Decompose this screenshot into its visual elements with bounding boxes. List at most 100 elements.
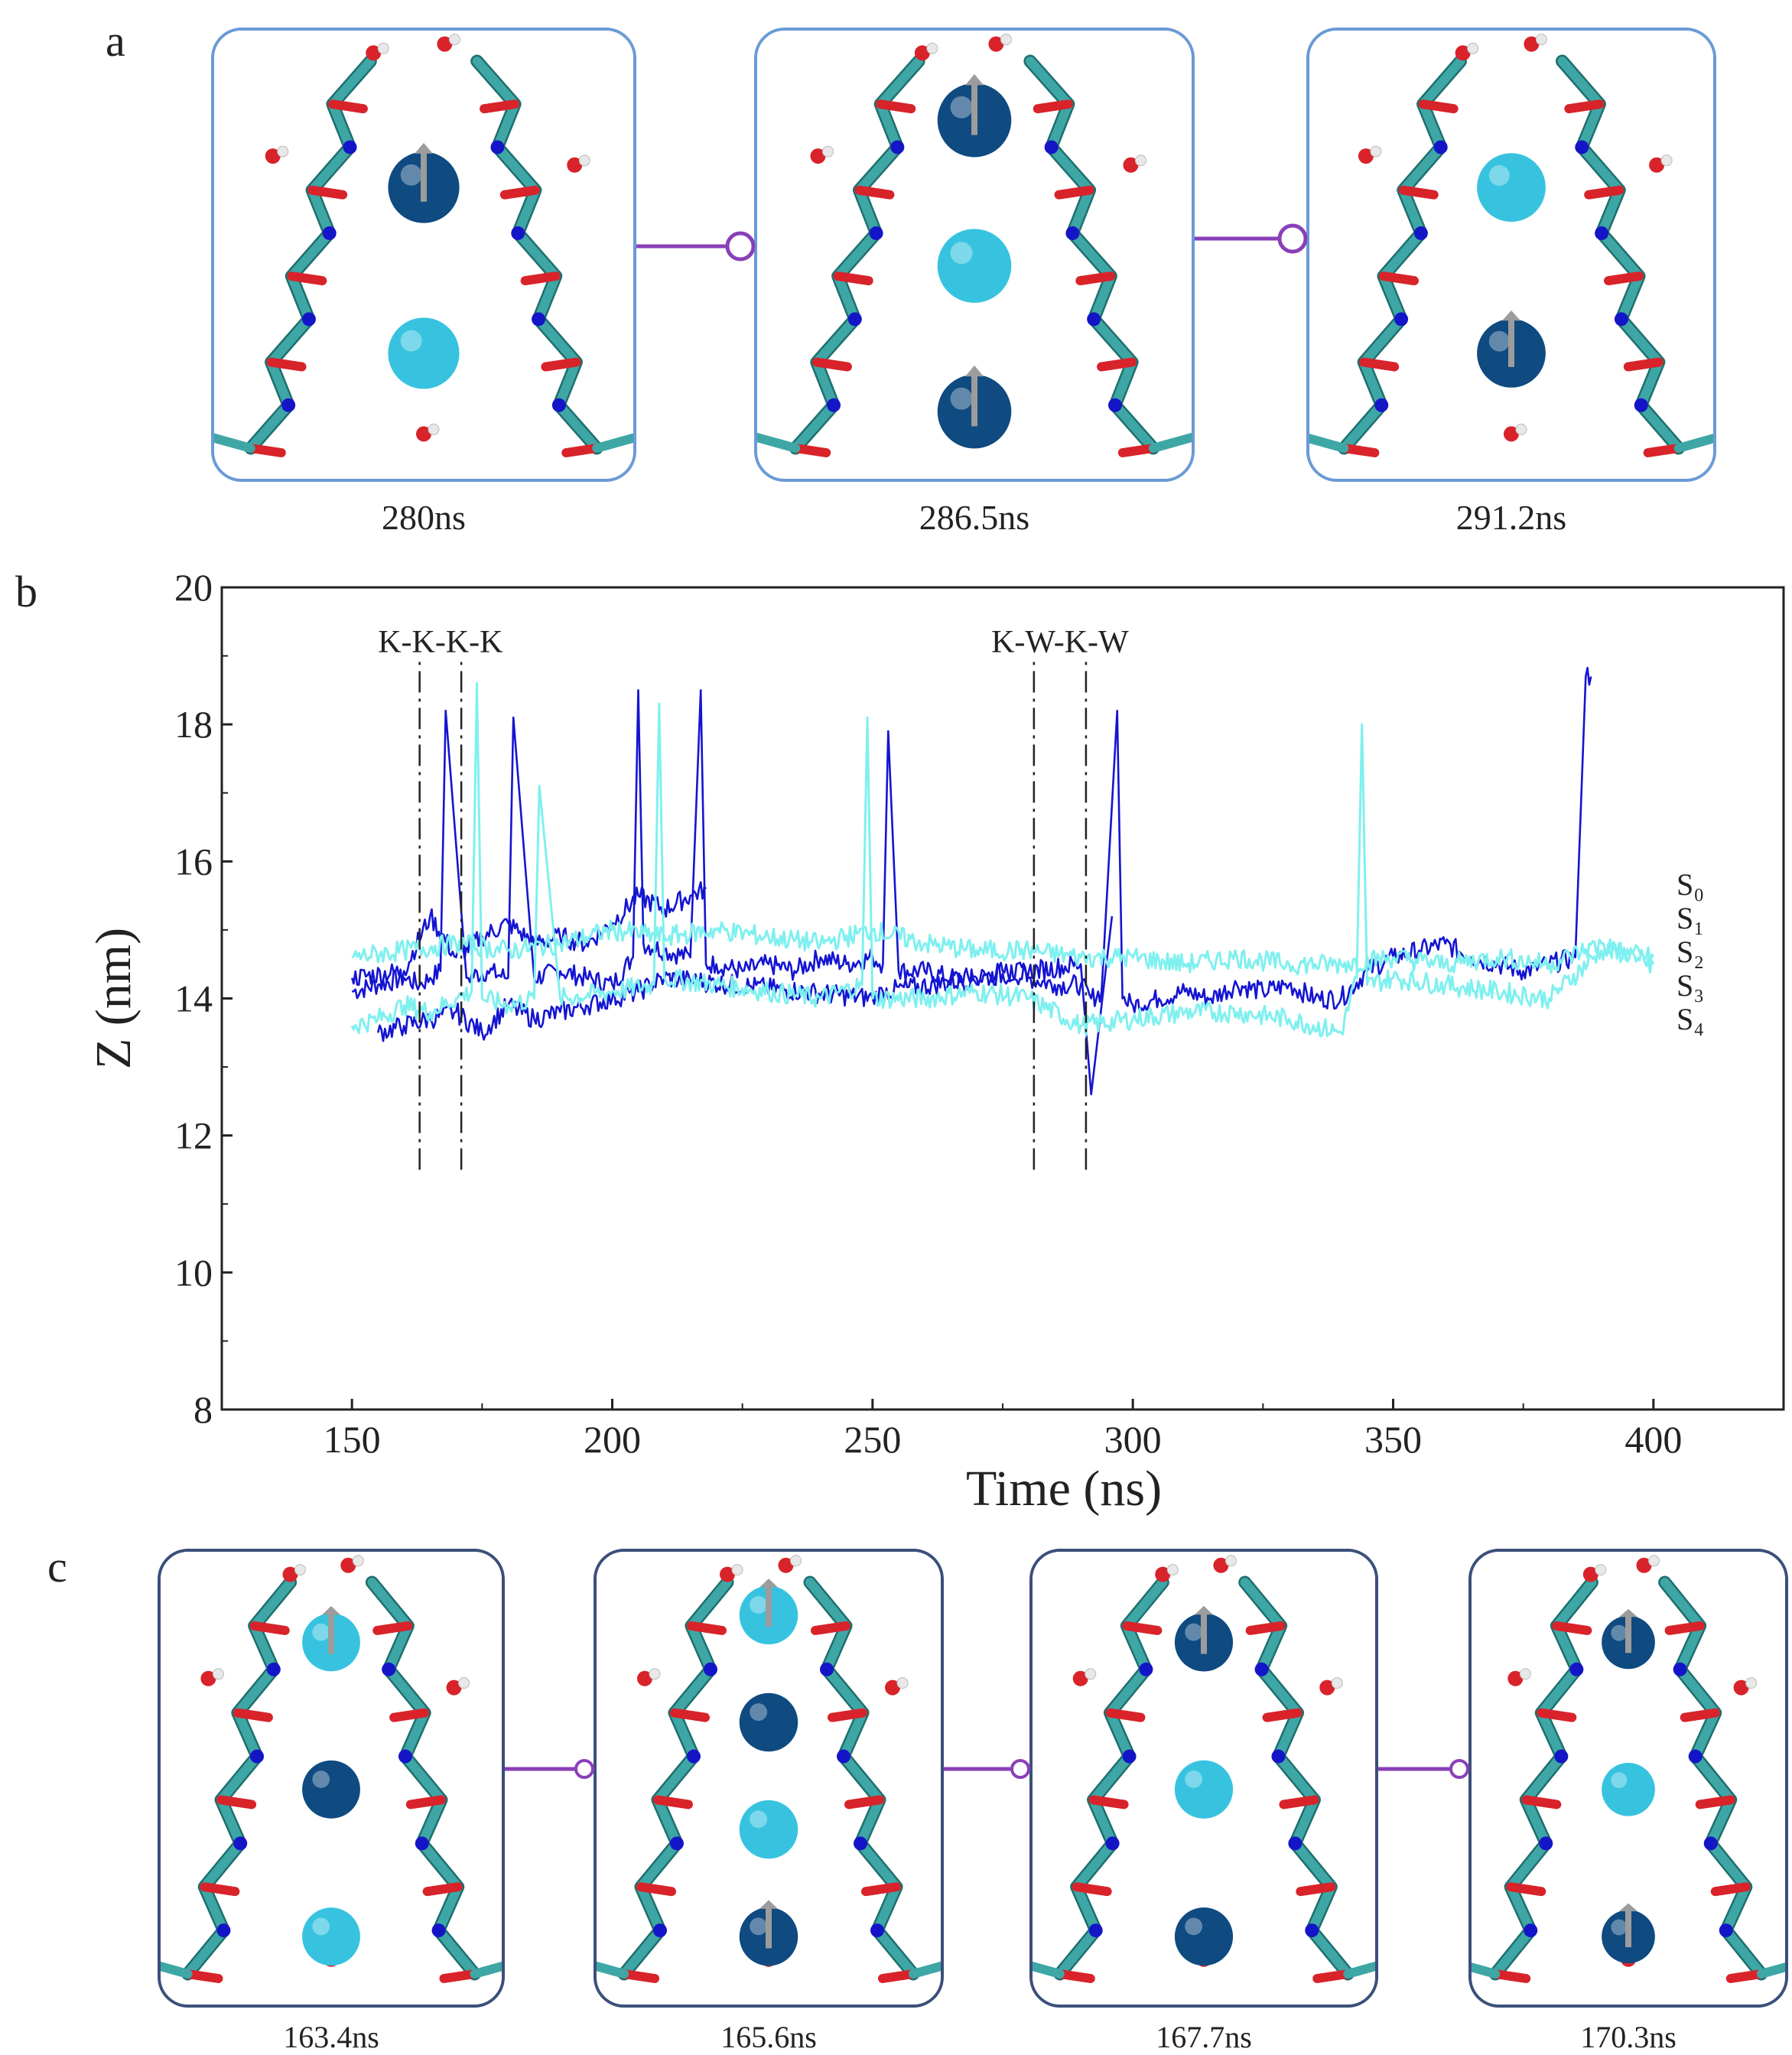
carbonyl-oxygen — [499, 185, 540, 200]
water-hydrogen — [1595, 1564, 1607, 1576]
nitrogen-atom — [1088, 1923, 1103, 1938]
carbonyl-oxygen — [1378, 272, 1419, 286]
carbonyl-oxygen — [1418, 99, 1459, 114]
connector-c2 — [944, 1759, 1030, 1779]
water-hydrogen — [1085, 1668, 1097, 1680]
carbonyl-oxygen — [1643, 444, 1683, 457]
nitrogen-atom — [322, 226, 337, 240]
x-tick-label: 350 — [1364, 1418, 1422, 1461]
ion-highlight — [1488, 164, 1510, 186]
time-label-c2: 165.6ns — [720, 2020, 817, 2054]
potassium-ion-light — [1174, 1760, 1234, 1819]
nitrogen-atom — [890, 140, 905, 154]
carbonyl-oxygen — [1623, 357, 1664, 372]
water-hydrogen — [212, 1668, 224, 1680]
carbonyl-oxygen — [1054, 185, 1094, 200]
y-tick-label: 18 — [174, 703, 213, 746]
backbone-strand — [367, 1578, 480, 1979]
carbonyl-oxygen — [1521, 1795, 1562, 1810]
time-label-c4: 170.3ns — [1580, 2020, 1677, 2054]
water-hydrogen — [1000, 34, 1012, 46]
x-tick-label: 200 — [584, 1418, 641, 1461]
ion-highlight — [312, 1917, 330, 1936]
direction-arrow-head — [965, 365, 984, 377]
snapshot-frame-c3 — [1029, 1549, 1378, 2008]
potassium-ion-dark — [739, 1692, 798, 1752]
carbonyl-oxygen — [1552, 1621, 1592, 1635]
water-hydrogen — [1134, 154, 1146, 167]
nitrogen-atom — [382, 1662, 396, 1676]
water-oxygen — [1319, 1679, 1335, 1696]
water-oxygen — [1733, 1679, 1749, 1696]
nitrogen-atom — [301, 312, 316, 327]
nitrogen-atom — [1413, 226, 1428, 240]
direction-arrow-head — [1502, 310, 1520, 321]
water-hydrogen — [1331, 1677, 1343, 1689]
water-hydrogen — [377, 42, 389, 54]
nitrogen-atom — [1524, 1923, 1538, 1938]
nitrogen-atom — [532, 312, 546, 327]
site-label: S₁ — [1677, 901, 1704, 935]
nitrogen-atom — [431, 1923, 446, 1938]
carbonyl-oxygen — [266, 357, 307, 372]
carbonyl-oxygen — [1680, 1708, 1720, 1722]
backbone-strand — [1339, 57, 1465, 453]
carbonyl-oxygen — [327, 99, 368, 114]
water-oxygen — [778, 1557, 794, 1573]
water-hydrogen — [1648, 1555, 1660, 1567]
site-label: S₂ — [1677, 935, 1704, 969]
carbonyl-oxygen — [1359, 357, 1400, 372]
nitrogen-atom — [490, 140, 505, 154]
backbone-tail — [1472, 1962, 1501, 1979]
water-hydrogen — [731, 1564, 743, 1576]
ion-highlight — [950, 242, 973, 265]
series-line-1 — [350, 881, 707, 986]
nitrogen-atom — [398, 1749, 412, 1764]
direction-arrow-head — [415, 142, 433, 154]
molecular-snapshot — [214, 31, 633, 479]
carbonyl-oxygen — [1296, 1882, 1336, 1897]
nitrogen-atom — [869, 226, 883, 240]
nitrogen-atom — [343, 140, 357, 154]
nitrogen-atom — [837, 1749, 850, 1764]
molecular-snapshot — [161, 1552, 502, 2005]
direction-arrow-head — [1619, 1903, 1638, 1912]
snapshot-frame-c1 — [158, 1549, 505, 2008]
water-hydrogen — [428, 423, 440, 435]
carbonyl-oxygen — [1491, 1969, 1531, 1983]
backbone-tail — [757, 432, 801, 453]
potassium-ion-dark — [1174, 1907, 1234, 1966]
carbonyl-oxygen — [249, 1621, 290, 1635]
carbonyl-oxygen — [1664, 1621, 1705, 1635]
carbonyl-oxygen — [480, 99, 520, 114]
water-oxygen — [1155, 1566, 1171, 1582]
potassium-ion-light — [302, 1907, 360, 1966]
water-hydrogen — [926, 42, 938, 54]
backbone-tail — [1309, 434, 1349, 453]
x-tick-label: 300 — [1104, 1418, 1162, 1461]
nitrogen-atom — [415, 1836, 429, 1851]
carbonyl-oxygen — [246, 444, 286, 457]
carbonyl-oxygen — [233, 1708, 273, 1722]
carbonyl-oxygen — [520, 272, 561, 286]
nitrogen-atom — [653, 1923, 667, 1938]
nitrogen-atom — [854, 1836, 867, 1851]
water-oxygen — [1636, 1557, 1652, 1573]
carbonyl-oxygen — [1262, 1708, 1303, 1722]
y-tick-label: 16 — [174, 840, 213, 883]
carbonyl-oxygen — [670, 1708, 710, 1722]
carbonyl-oxygen — [372, 1621, 413, 1635]
nitrogen-atom — [1634, 398, 1648, 412]
ion-highlight — [400, 330, 422, 352]
time-label-c1: 163.4ns — [283, 2020, 379, 2054]
water-hydrogen — [352, 1555, 364, 1567]
nitrogen-atom — [1271, 1749, 1286, 1764]
carbonyl-oxygen — [854, 185, 895, 200]
carbonyl-oxygen — [1105, 1708, 1146, 1722]
carbonyl-oxygen — [287, 272, 327, 286]
carbonyl-oxygen — [828, 1708, 867, 1722]
backbone-strand — [1491, 1578, 1597, 1979]
potassium-ion-light — [739, 1800, 798, 1859]
x-tick-label: 150 — [324, 1418, 381, 1461]
nitrogen-atom — [266, 1662, 281, 1676]
